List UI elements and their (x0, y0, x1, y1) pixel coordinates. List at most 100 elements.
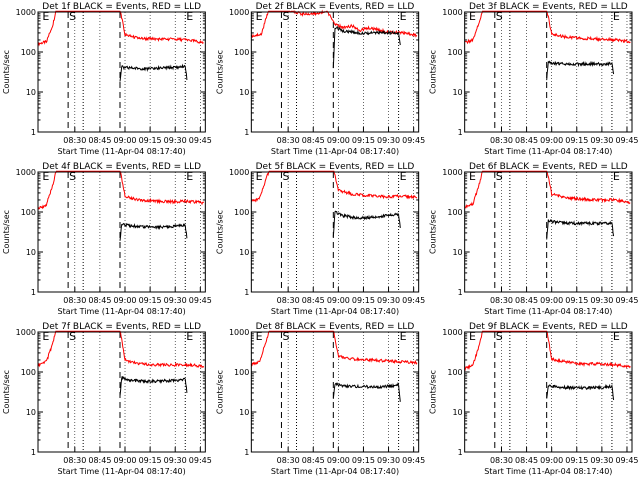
marker-label: E (400, 330, 407, 343)
y-tick-label: 1 (244, 448, 249, 457)
x-tick-label: 09:45 (189, 456, 212, 465)
series-line-lld (250, 9, 418, 38)
series-line-lld (251, 170, 418, 203)
marker-label: S (496, 10, 503, 23)
series-line-events (119, 376, 188, 397)
x-tick-label: 08:30 (277, 136, 300, 145)
x-tick-label: 08:30 (63, 136, 86, 145)
chart-panel-4: Det 4f BLACK = Events, RED = LLD Counts/s… (2, 162, 212, 316)
series-line-lld (464, 330, 631, 372)
x-tick-label: 08:30 (490, 136, 513, 145)
y-tick-label: 1 (458, 288, 463, 297)
chart-title: Det 4f BLACK = Events, RED = LLD (42, 162, 201, 172)
x-axis-label: Start Time (11-Apr-04 08:17:40) (271, 307, 399, 316)
x-tick-label: 08:30 (277, 456, 300, 465)
y-tick-label: 100 (21, 368, 36, 377)
plot-frame (464, 171, 633, 293)
x-tick-label: 09:30 (377, 136, 400, 145)
chart-panel-2: Det 2f BLACK = Events, RED = LLD Counts/s… (215, 2, 425, 156)
x-tick-label: 09:30 (164, 456, 187, 465)
y-tick-label: 1000 (442, 8, 462, 17)
y-tick-label: 1 (31, 448, 36, 457)
marker-label: S (282, 330, 289, 343)
x-tick-label: 08:45 (515, 296, 538, 305)
y-tick-label: 100 (234, 48, 249, 57)
marker-label: S (496, 170, 503, 183)
marker-label: S (282, 10, 289, 23)
y-tick-label: 100 (447, 208, 462, 217)
chart-title: Det 3f BLACK = Events, RED = LLD (469, 2, 628, 12)
x-tick-label: 09:15 (139, 456, 162, 465)
series-line-events (546, 383, 615, 401)
y-tick-label: 100 (21, 208, 36, 217)
x-axis-label: Start Time (11-Apr-04 08:17:40) (271, 147, 399, 156)
y-tick-label: 10 (239, 408, 249, 417)
series-line-events (332, 25, 401, 69)
x-tick-label: 09:30 (164, 136, 187, 145)
x-tick-label: 08:45 (515, 456, 538, 465)
series-line-events (119, 222, 188, 241)
x-tick-label: 09:00 (327, 456, 350, 465)
x-tick-label: 08:30 (63, 296, 86, 305)
y-tick-label: 1000 (442, 168, 462, 177)
x-tick-label: 08:45 (302, 296, 325, 305)
x-tick-label: 08:30 (277, 296, 300, 305)
x-axis-label: Start Time (11-Apr-04 08:17:40) (484, 307, 612, 316)
marker-label: E (256, 330, 263, 343)
x-tick-label: 09:15 (352, 136, 375, 145)
y-tick-label: 10 (452, 248, 462, 257)
y-tick-label: 100 (447, 48, 462, 57)
y-axis-label: Counts/sec (2, 370, 11, 414)
y-tick-label: 10 (26, 408, 36, 417)
y-axis-label: Counts/sec (429, 50, 438, 94)
marker-label: E (613, 170, 620, 183)
plot-frame (250, 331, 420, 453)
y-tick-label: 1000 (16, 168, 36, 177)
x-tick-label: 08:45 (302, 456, 325, 465)
y-tick-label: 1 (244, 288, 249, 297)
x-axis-label: Start Time (11-Apr-04 08:17:40) (484, 467, 612, 476)
series-line-events (546, 218, 615, 240)
marker-label: E (469, 330, 476, 343)
x-tick-label: 09:00 (540, 136, 563, 145)
y-tick-label: 10 (452, 88, 462, 97)
marker-label: E (469, 10, 476, 23)
chart-panel-8: Det 8f BLACK = Events, RED = LLD Counts/s… (215, 322, 425, 476)
x-axis-label: Start Time (11-Apr-04 08:17:40) (58, 307, 186, 316)
x-tick-label: 09:15 (565, 296, 588, 305)
x-tick-label: 09:45 (402, 136, 425, 145)
series-line-lld (250, 330, 418, 367)
x-tick-label: 09:45 (615, 136, 638, 145)
x-tick-label: 09:45 (402, 296, 425, 305)
x-tick-label: 09:30 (164, 296, 187, 305)
x-tick-label: 09:00 (540, 296, 563, 305)
chart-panel-7: Det 7f BLACK = Events, RED = LLD Counts/s… (2, 322, 212, 476)
y-tick-label: 100 (21, 48, 36, 57)
x-tick-label: 09:15 (352, 296, 375, 305)
chart-panel-1: Det 1f BLACK = Events, RED = LLD Counts/s… (2, 2, 212, 156)
y-tick-label: 1 (458, 448, 463, 457)
marker-label: S (69, 170, 76, 183)
y-tick-label: 1 (31, 128, 36, 137)
x-tick-label: 08:45 (88, 296, 111, 305)
y-tick-label: 10 (239, 248, 249, 257)
x-tick-label: 08:30 (490, 296, 513, 305)
chart-title: Det 6f BLACK = Events, RED = LLD (469, 162, 628, 172)
y-tick-label: 1000 (229, 328, 249, 337)
x-tick-label: 09:45 (615, 296, 638, 305)
series-line-events (332, 381, 401, 402)
marker-label: S (69, 330, 76, 343)
chart-title: Det 1f BLACK = Events, RED = LLD (42, 2, 201, 12)
x-tick-label: 09:45 (189, 136, 212, 145)
x-tick-label: 09:30 (377, 456, 400, 465)
x-tick-label: 09:00 (327, 136, 350, 145)
chart-panel-9: Det 9f BLACK = Events, RED = LLD Counts/s… (429, 322, 639, 476)
series-line-lld (464, 10, 631, 45)
y-tick-label: 1000 (16, 328, 36, 337)
marker-label: S (282, 170, 289, 183)
y-tick-label: 1000 (16, 8, 36, 17)
x-tick-label: 09:15 (565, 456, 588, 465)
chart-panel-3: Det 3f BLACK = Events, RED = LLD Counts/s… (429, 2, 639, 156)
series-line-events (332, 210, 401, 237)
